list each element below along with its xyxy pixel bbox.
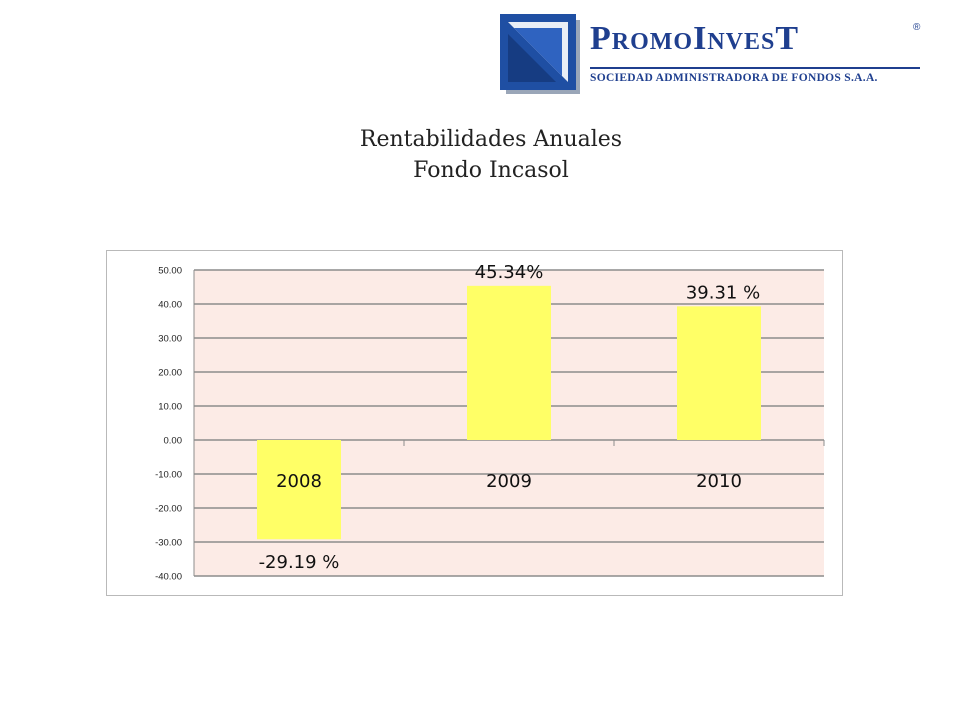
bar-chart: 50.00 40.00 30.00 20.00 10.00 0.00 -10.00 -20.0… <box>155 262 825 583</box>
y-tick-label: 50.00 <box>158 266 182 277</box>
y-tick-label: 40.00 <box>158 300 182 311</box>
y-tick-label: -10.00 <box>155 470 182 481</box>
logo-wordmark: PromoInvesT <box>590 20 800 57</box>
chart-title-block: Rentabilidades Anuales Fondo Incasol <box>0 124 960 186</box>
chart-subtitle: Fondo Incasol <box>413 158 569 183</box>
category-label: 2010 <box>696 471 742 492</box>
data-label: -29.19 % <box>259 552 340 573</box>
bar-2008 <box>257 440 341 540</box>
category-label: 2009 <box>486 471 532 492</box>
promoinvest-emblem-icon <box>500 14 580 94</box>
y-tick-label: -40.00 <box>155 572 182 583</box>
chart-title: Rentabilidades Anuales <box>359 127 623 152</box>
promoinvest-logo: PromoInvesT ® SOCIEDAD ADMINISTRADORA DE… <box>500 14 930 98</box>
y-tick-label: -30.00 <box>155 538 182 549</box>
y-tick-label: 20.00 <box>158 368 182 379</box>
data-label: 39.31 % <box>686 282 760 303</box>
logo-divider <box>590 67 920 69</box>
data-label: 45.34% <box>475 262 544 283</box>
y-tick-label: 0.00 <box>164 436 183 447</box>
y-tick-label: 30.00 <box>158 334 182 345</box>
bar-2010 <box>677 306 761 440</box>
bar-2009 <box>467 285 551 440</box>
registered-mark: ® <box>913 22 921 33</box>
y-tick-label: -20.00 <box>155 504 182 515</box>
y-tick-label: 10.00 <box>158 402 182 413</box>
logo-tagline: SOCIEDAD ADMINISTRADORA DE FONDOS S.A.A. <box>590 72 878 84</box>
category-label: 2008 <box>276 471 322 492</box>
